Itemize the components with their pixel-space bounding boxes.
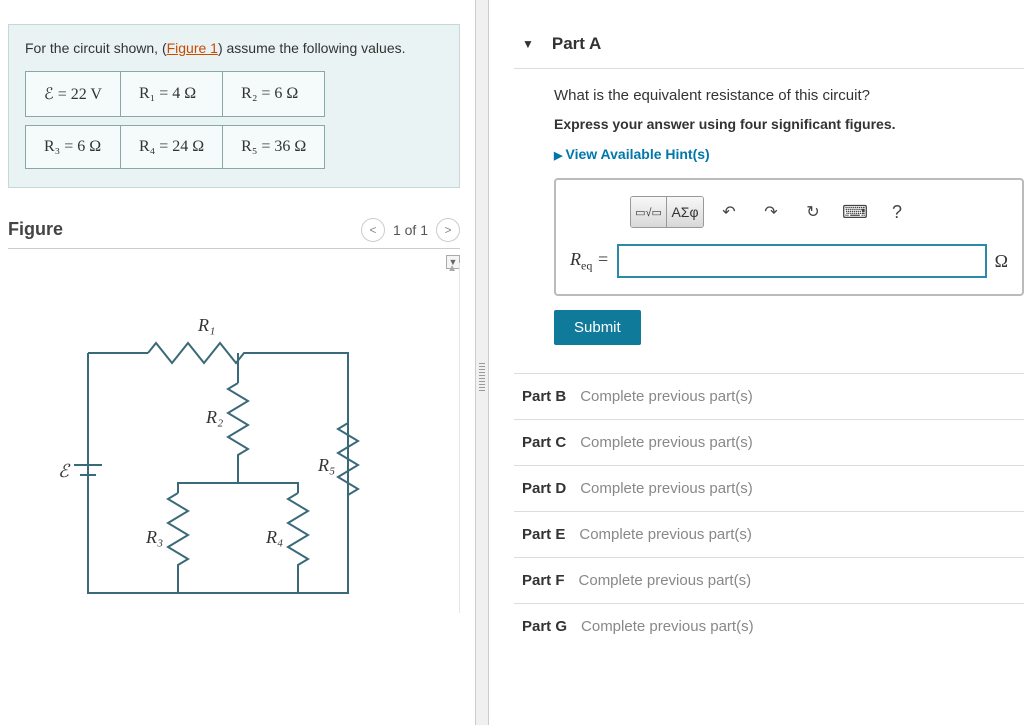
circuit-diagram: ℰ R₁ R₂ R₃ R₄ R₅ — [48, 293, 408, 623]
instruction-text: Express your answer using four significa… — [554, 116, 1024, 132]
locked-part-msg: Complete previous part(s) — [579, 526, 752, 543]
symbols-button[interactable]: ΑΣφ — [667, 197, 703, 227]
locked-part: Part D Complete previous part(s) — [514, 465, 1024, 511]
svg-text:R₁: R₁ — [197, 315, 215, 335]
locked-part-label: Part G — [522, 618, 567, 635]
locked-part-msg: Complete previous part(s) — [580, 480, 753, 497]
prev-figure-button[interactable]: < — [361, 218, 385, 242]
figure-canvas: ▲ — [8, 263, 460, 613]
keyboard-button[interactable]: ⌨ — [838, 197, 872, 227]
hints-toggle[interactable]: View Available Hint(s) — [554, 146, 1024, 162]
locked-part-msg: Complete previous part(s) — [580, 434, 753, 451]
figure-title: Figure — [8, 219, 63, 240]
undo-button[interactable]: ↶ — [712, 197, 746, 227]
pager-text: 1 of 1 — [393, 222, 428, 238]
svg-text:ℰ: ℰ — [58, 461, 71, 481]
next-figure-button[interactable]: > — [436, 218, 460, 242]
locked-part: Part C Complete previous part(s) — [514, 419, 1024, 465]
locked-part-label: Part B — [522, 388, 566, 405]
value-cell: R₂ = 6 Ω — [223, 71, 325, 116]
svg-text:R₃: R₃ — [145, 527, 163, 547]
locked-part-msg: Complete previous part(s) — [579, 572, 752, 589]
locked-part: Part G Complete previous part(s) — [514, 603, 1024, 649]
answer-box: ▭√▭ ΑΣφ ↶ ↷ ↻ ⌨ ? Req = Ω — [554, 178, 1024, 296]
locked-part: Part E Complete previous part(s) — [514, 511, 1024, 557]
svg-text:R₄: R₄ — [265, 527, 283, 547]
locked-part-msg: Complete previous part(s) — [581, 618, 754, 635]
value-cell: R₁ = 4 Ω — [120, 71, 222, 116]
locked-part: Part F Complete previous part(s) — [514, 557, 1024, 603]
question-text: What is the equivalent resistance of thi… — [554, 87, 1024, 104]
value-cell: R₄ = 24 Ω — [120, 125, 222, 168]
answer-input[interactable] — [617, 244, 987, 278]
collapse-arrow-icon: ▼ — [522, 37, 534, 51]
problem-statement: For the circuit shown, (Figure 1) assume… — [8, 24, 460, 188]
answer-variable-label: Req = — [570, 249, 609, 274]
locked-part-label: Part E — [522, 526, 565, 543]
answer-unit: Ω — [995, 251, 1008, 272]
locked-part-msg: Complete previous part(s) — [580, 388, 753, 405]
value-cell: ℰ = 22 V — [26, 71, 121, 116]
templates-button[interactable]: ▭√▭ — [631, 197, 667, 227]
svg-text:R₅: R₅ — [317, 455, 335, 475]
panel-divider[interactable] — [475, 0, 489, 725]
locked-part-label: Part D — [522, 480, 566, 497]
value-cell: R₅ = 36 Ω — [223, 125, 325, 168]
values-table: ℰ = 22 V R₁ = 4 Ω R₂ = 6 Ω R₃ = 6 Ω R₄ =… — [25, 71, 325, 169]
figure-pager: < 1 of 1 > — [361, 218, 460, 242]
equation-toolbar: ▭√▭ ΑΣφ ↶ ↷ ↻ ⌨ ? — [630, 196, 1008, 228]
locked-part-label: Part F — [522, 572, 565, 589]
part-title: Part A — [552, 34, 601, 54]
figure-link[interactable]: Figure 1 — [167, 40, 218, 56]
part-a-header[interactable]: ▼ Part A — [514, 20, 1024, 69]
svg-text:R₂: R₂ — [205, 407, 223, 427]
locked-part: Part B Complete previous part(s) — [514, 373, 1024, 419]
scroll-up-icon[interactable]: ▲ — [447, 263, 457, 274]
value-cell: R₃ = 6 Ω — [26, 125, 121, 168]
reset-button[interactable]: ↻ — [796, 197, 830, 227]
redo-button[interactable]: ↷ — [754, 197, 788, 227]
help-button[interactable]: ? — [880, 197, 914, 227]
locked-part-label: Part C — [522, 434, 566, 451]
submit-button[interactable]: Submit — [554, 310, 641, 345]
intro-text: For the circuit shown, ( — [25, 40, 167, 56]
